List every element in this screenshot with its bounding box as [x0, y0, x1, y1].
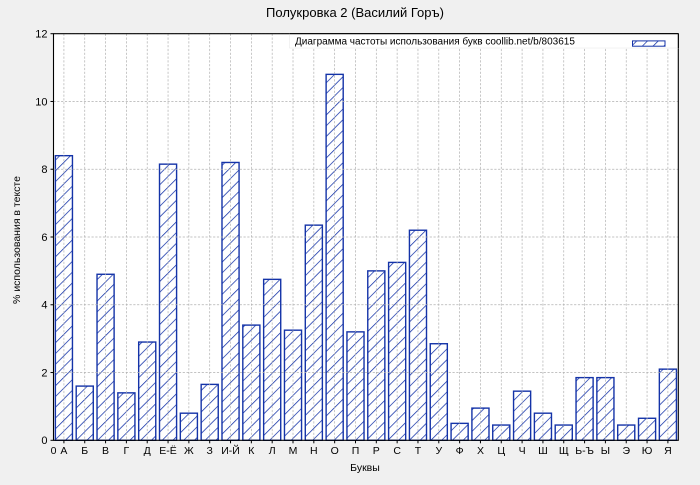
svg-text:Г: Г	[124, 445, 130, 457]
svg-text:Щ: Щ	[559, 445, 569, 457]
svg-text:10: 10	[35, 96, 47, 108]
svg-text:С: С	[393, 445, 401, 457]
svg-text:Р: Р	[373, 445, 380, 457]
svg-text:Л: Л	[269, 445, 276, 457]
svg-text:Ь-Ъ: Ь-Ъ	[575, 445, 594, 457]
svg-text:Ч: Ч	[519, 445, 526, 457]
svg-text:У: У	[435, 445, 442, 457]
svg-text:% использования в тексте: % использования в тексте	[11, 176, 23, 304]
svg-text:0: 0	[41, 435, 47, 447]
svg-text:Ю: Ю	[642, 445, 653, 457]
svg-text:6: 6	[41, 232, 47, 244]
svg-text:Н: Н	[310, 445, 318, 457]
svg-text:М: М	[289, 445, 298, 457]
svg-text:Ы: Ы	[601, 445, 610, 457]
svg-text:А: А	[60, 445, 67, 457]
svg-text:4: 4	[41, 300, 47, 312]
svg-text:8: 8	[41, 164, 47, 176]
svg-text:Ц: Ц	[497, 445, 505, 457]
svg-text:З: З	[207, 445, 213, 457]
svg-text:Х: Х	[477, 445, 484, 457]
svg-text:Т: Т	[415, 445, 422, 457]
svg-text:Ж: Ж	[184, 445, 194, 457]
svg-text:Б: Б	[81, 445, 88, 457]
svg-text:12: 12	[35, 29, 47, 41]
svg-text:Я: Я	[664, 445, 672, 457]
svg-text:Э: Э	[622, 445, 630, 457]
svg-text:О: О	[331, 445, 339, 457]
svg-text:0: 0	[51, 445, 57, 457]
svg-text:Буквы: Буквы	[350, 462, 380, 474]
svg-text:И-Й: И-Й	[221, 444, 240, 457]
svg-text:Диаграмма частоты использовани: Диаграмма частоты использования букв coo…	[295, 35, 575, 47]
svg-text:Ф: Ф	[456, 445, 464, 457]
svg-text:2: 2	[41, 367, 47, 379]
svg-text:П: П	[352, 445, 360, 457]
svg-text:Ш: Ш	[538, 445, 548, 457]
svg-text:Полукровка 2 (Василий Горъ): Полукровка 2 (Василий Горъ)	[266, 5, 444, 20]
svg-text:К: К	[248, 445, 255, 457]
svg-text:В: В	[102, 445, 109, 457]
svg-text:Д: Д	[144, 445, 151, 457]
svg-text:Е-Ё: Е-Ё	[159, 445, 177, 457]
